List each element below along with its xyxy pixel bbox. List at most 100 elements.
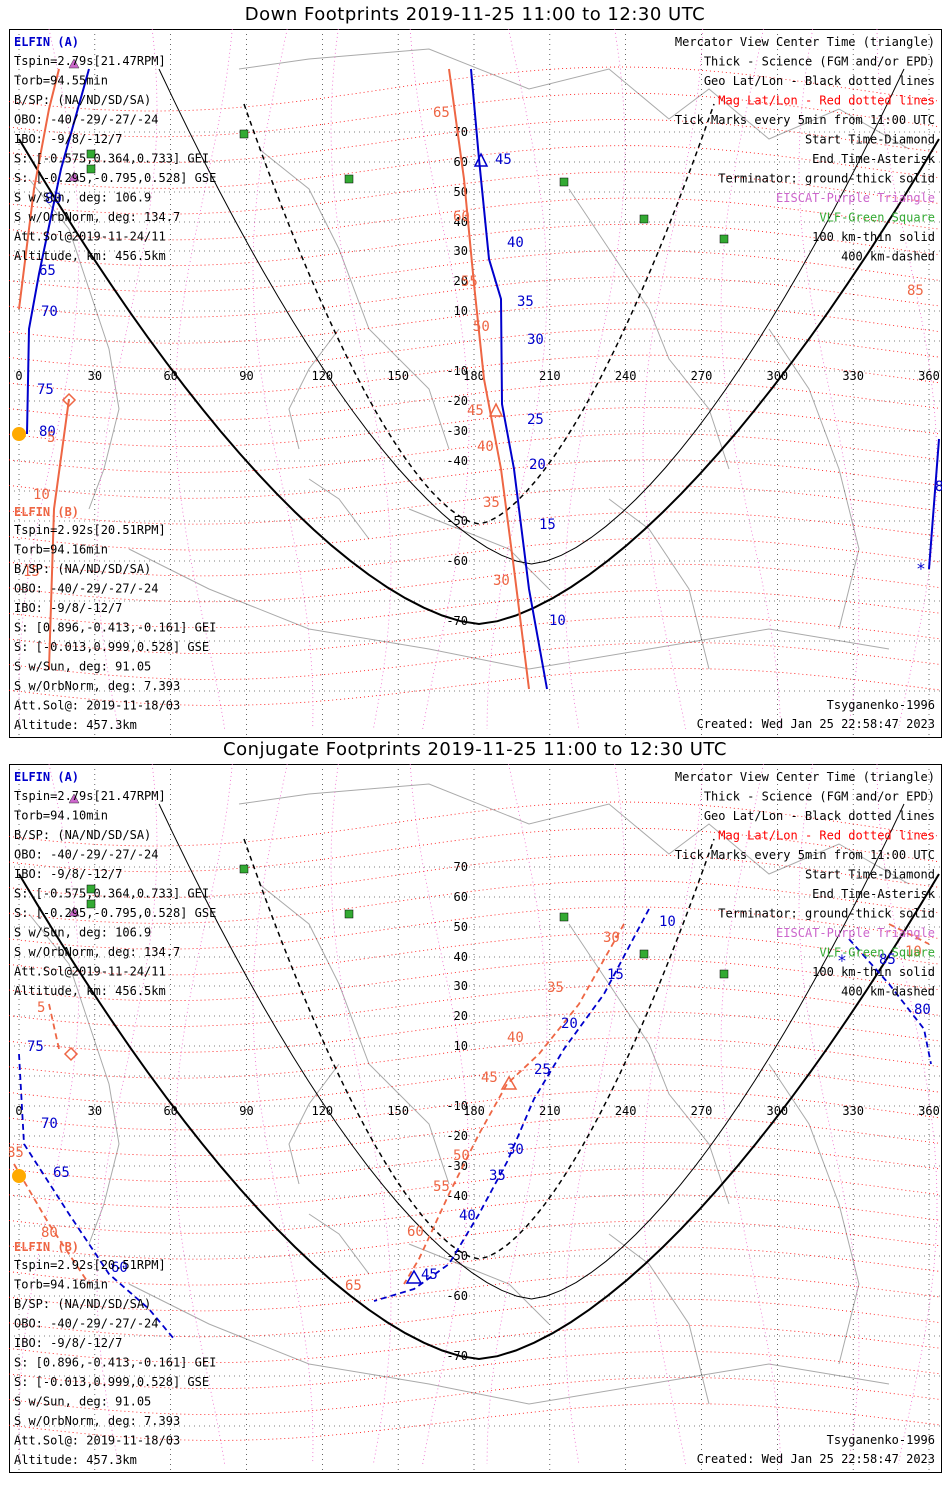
elfin-a-info-line: Att.Sol@2019-11-24/11 xyxy=(14,230,166,244)
elfin-a-info-line: Altitude, km: 456.5km xyxy=(14,984,166,998)
coastline-0 xyxy=(238,48,910,150)
elfin-a-track-label: 75 xyxy=(37,382,54,398)
elfin-b-info-line: Torb=94.16min xyxy=(14,1278,108,1292)
terminator-ground xyxy=(18,138,940,626)
coastline-0 xyxy=(238,783,910,885)
lat-tick-label: -30 xyxy=(446,1159,468,1173)
lat-tick-label: -30 xyxy=(446,424,468,438)
elfin-b-info-line: Altitude: 457.3km xyxy=(14,1453,137,1467)
elfin-a-track-label: 20 xyxy=(561,1016,578,1032)
lon-tick-label: 180 xyxy=(463,1104,485,1118)
elfin-b-info-line: S: [0.896,-0.413,-0.161] GEI xyxy=(14,1356,216,1370)
legend-entry: Thick - Science (FGM and/or EPD) xyxy=(704,55,935,69)
mag-lon-line xyxy=(96,764,158,1465)
legend-entry: End Time-Asterisk xyxy=(812,152,936,166)
lat-tick-label: -50 xyxy=(446,514,468,528)
elfin-a-track-label: 25 xyxy=(534,1062,551,1078)
legend-entry: 400 km-dashed xyxy=(841,250,935,264)
vlf-station-0 xyxy=(239,129,249,139)
down-footprints-map: 70 60 50 40 30 20 10 -10 -20 -30 -40 -50 -60 -70 0 30 60… xyxy=(9,29,942,738)
elfin-a-track-label: 40 xyxy=(507,235,524,251)
vlf-station-5 xyxy=(639,949,649,959)
elfin-a-info-line: Att.Sol@2019-11-24/11 xyxy=(14,965,166,979)
lon-tick-label: 180 xyxy=(463,369,485,383)
elfin-a-track-label: 35 xyxy=(489,1168,506,1184)
elfin-b-track-label: 40 xyxy=(477,439,494,455)
lon-tick-label: 0 xyxy=(15,369,22,383)
coastline-1 xyxy=(258,883,450,1185)
elfin-a-info-line: IBO: -9/8/-12/7 xyxy=(14,132,122,146)
elfin-a-info-line: Altitude, km: 456.5km xyxy=(14,249,166,263)
elfin-b-track-label: 35 xyxy=(483,495,500,511)
vlf-station-1 xyxy=(86,149,96,159)
elfin-a-conj-track-west xyxy=(18,1053,175,1340)
elfin-b-info-line: Altitude: 457.3km xyxy=(14,718,137,732)
lat-tick-label: 70 xyxy=(454,860,468,874)
elfin-a-end-asterisk: * xyxy=(837,951,847,970)
coastline-5 xyxy=(768,328,860,630)
elfin-b-track-label: 85 xyxy=(907,283,924,299)
mag-lon-line xyxy=(330,29,392,730)
legend-entry: Terminator: ground-thick solid xyxy=(718,172,935,186)
coastline-6 xyxy=(408,508,550,590)
coastline-7 xyxy=(128,1283,890,1405)
elfin-b-info-line: S: [0.896,-0.413,-0.161] GEI xyxy=(14,621,216,635)
elfin-a-track-label: 80 xyxy=(39,424,56,440)
lon-tick-label: 30 xyxy=(88,1104,102,1118)
lon-tick-label: 210 xyxy=(539,369,561,383)
elfin-b-info-line: OBO: -40/-29/-27/-24 xyxy=(14,1317,159,1331)
elfin-a-track-label: 30 xyxy=(527,332,544,348)
coastline-9 xyxy=(308,478,370,540)
elfin-b-info-line: S w/OrbNorm, deg: 7.393 xyxy=(14,679,180,693)
elfin-b-start-diamond xyxy=(63,1046,79,1062)
lat-tick-label: -60 xyxy=(446,554,468,568)
elfin-b-start-diamond xyxy=(61,392,77,408)
legend-entry: EISCAT-Purple Triangle xyxy=(776,191,935,205)
vlf-station-4 xyxy=(559,912,569,922)
elfin-a-track-label: 80 xyxy=(45,191,62,207)
terminator-400km xyxy=(243,103,715,525)
elfin-b-conj-track xyxy=(403,923,625,1285)
lat-tick-label: -60 xyxy=(446,1289,468,1303)
elfin-b-track-label: 65 xyxy=(345,1278,362,1294)
created-timestamp: Created: Wed Jan 25 22:58:47 2023 xyxy=(697,717,935,731)
elfin-b-info-line: Att.Sol@: 2019-11-18/03 xyxy=(14,1434,180,1448)
elfin-a-info-line: IBO: -9/8/-12/7 xyxy=(14,867,122,881)
subsolar-point xyxy=(12,1169,26,1183)
elfin-b-track-label: 45 xyxy=(481,1070,498,1086)
coastline-3 xyxy=(28,913,120,1245)
elfin-b-center-triangle xyxy=(488,402,504,417)
elfin-b-track-label: 5 xyxy=(47,430,55,446)
elfin-a-info-line: Torb=94.10min xyxy=(14,809,108,823)
lat-tick-label: -20 xyxy=(446,394,468,408)
elfin-b-track-label: 50 xyxy=(473,319,490,335)
elfin-a-track-label: 70 xyxy=(41,1116,58,1132)
lon-tick-label: 360 xyxy=(918,369,940,383)
elfin-a-track-label: 20 xyxy=(529,457,546,473)
elfin-b-info-line: Torb=94.16min xyxy=(14,543,108,557)
coastline-2 xyxy=(288,1063,340,1185)
elfin-b-info-line: B/SP: (NA/ND/SD/SA) xyxy=(14,562,151,576)
elfin-a-info-line: S: [-0.575,0.364,0.733] GEI xyxy=(14,152,209,166)
elfin-b-info-line: IBO: -9/8/-12/7 xyxy=(14,1336,122,1350)
elfin-a-name: ELFIN (A) xyxy=(14,35,79,49)
vlf-station-2 xyxy=(86,899,96,909)
coastline-6 xyxy=(408,1243,550,1325)
elfin-b-conj-track-east xyxy=(888,923,930,945)
elfin-b-track-label: 85 xyxy=(9,1145,24,1161)
elfin-a-info-line: Tspin=2.79s[21.47RPM] xyxy=(14,789,166,803)
lon-tick-label: 240 xyxy=(615,369,637,383)
elfin-b-track-label: 40 xyxy=(507,1030,524,1046)
lat-tick-label: 10 xyxy=(454,304,468,318)
lat-tick-label: 40 xyxy=(454,950,468,964)
legend-entry: 400 km-dashed xyxy=(841,985,935,999)
elfin-a-track-label: 10 xyxy=(549,613,566,629)
elfin-b-track-label: 5 xyxy=(37,1000,45,1016)
legend-entry: Thick - Science (FGM and/or EPD) xyxy=(704,790,935,804)
lon-tick-label: 120 xyxy=(311,369,333,383)
coastline-9 xyxy=(308,1213,370,1275)
coastline-4 xyxy=(568,923,730,1205)
vlf-station-0 xyxy=(239,864,249,874)
legend-entry: Mag Lat/Lon - Red dotted lines xyxy=(718,829,935,843)
